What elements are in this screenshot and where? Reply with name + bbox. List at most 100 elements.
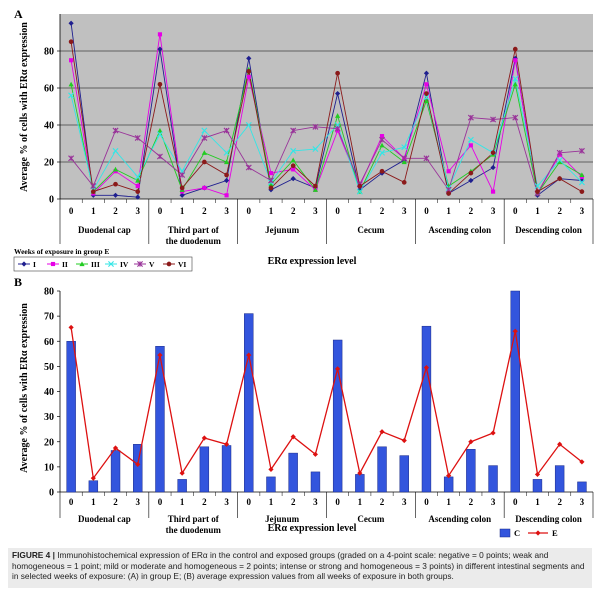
panel-b-y-tick-label: 30 — [44, 412, 54, 423]
panel-b-series-E-point — [401, 437, 407, 444]
panel-b-group-label: Descending colon — [515, 514, 582, 524]
panel-b-level-label: 0 — [335, 497, 340, 507]
panel-a-series-IV-point — [68, 92, 75, 99]
panel-a-level-label: 0 — [69, 206, 74, 216]
panel-b-level-label: 3 — [224, 497, 229, 507]
panel-a-series-V-point — [334, 125, 341, 132]
panel-a-series-IV-point — [401, 144, 408, 151]
panel-a-y-tick-label: 80 — [44, 47, 54, 58]
panel-b-level-label: 1 — [446, 497, 451, 507]
panel-b-group-label-line1: Third part of — [168, 514, 220, 524]
panel-b-series-E-point — [490, 430, 496, 436]
panel-a-series-VI-point — [557, 176, 563, 181]
panel-b-series-E-line — [70, 327, 583, 480]
panel-a-series-VI-point — [313, 183, 318, 189]
panel-b-bar-C — [532, 479, 543, 493]
panel-a-series-V-point — [68, 155, 75, 162]
panel-a-series-I-point — [135, 194, 141, 200]
panel-b-series-E-point — [268, 466, 274, 472]
panel-a-series-VI-point — [290, 163, 296, 169]
panel-a-series-lines — [70, 23, 583, 198]
panel-a-series-VI-point — [202, 159, 207, 165]
panel-a-legend-title: Weeks of exposure in group E — [14, 247, 109, 256]
panel-a-series-VI-point — [157, 81, 163, 87]
panel-b-level-label: 1 — [180, 497, 185, 507]
panel-b-bar-C — [377, 446, 387, 493]
panel-a-level-label: 2 — [113, 206, 118, 216]
panel-b-y-tick-label: 50 — [44, 362, 54, 373]
panel-a-series-I-point — [246, 55, 252, 61]
panel-a-series-II-point — [69, 58, 74, 63]
panel-a-series-IV-line — [70, 78, 583, 193]
panel-b-bar-C — [332, 339, 343, 493]
panel-b-level-label: 0 — [247, 497, 252, 507]
panel-b-y-tick-label: 70 — [44, 312, 54, 323]
panel-a-level-label: 2 — [380, 206, 385, 216]
panel-a-level-label: 3 — [491, 206, 496, 216]
panel-b-legend-label-C: C — [514, 528, 520, 538]
panel-b-bar-C — [355, 474, 365, 493]
panel-a-series-VI-point — [379, 168, 385, 174]
panel-a-series-II-point — [224, 193, 229, 198]
panel-a-level-label: 1 — [358, 206, 363, 216]
caption-label: FIGURE 4 | — [12, 550, 55, 560]
panel-b-y-tick-label: 60 — [44, 337, 54, 348]
panel-b-y-tick-label: 0 — [49, 488, 54, 499]
panel-a-series-V-point — [201, 134, 208, 141]
panel-b-y-tick-label: 20 — [44, 437, 54, 448]
panel-a-level-label: 1 — [269, 206, 274, 216]
panel-a-group-label-line1: Third part of — [168, 225, 220, 235]
panel-a-series-IV-point — [312, 146, 319, 153]
panel-b-level-label: 1 — [535, 497, 540, 507]
panel-a-series-VI-point — [424, 91, 429, 96]
panel-a-series-VI-point — [335, 70, 340, 76]
panel-a-series-I-point — [68, 20, 74, 26]
panel-a-series-III-point — [335, 113, 341, 118]
panel-a-series-V-point — [179, 171, 186, 178]
panel-b-level-label: 3 — [402, 497, 407, 507]
panel-b-series-E-point — [379, 429, 385, 435]
panel-b-group-label: Duodenal cap — [78, 514, 131, 524]
panel-a-series-I-point — [468, 177, 474, 184]
panel-b-bar-C — [554, 465, 565, 493]
panel-a-legend-label-II: II — [62, 260, 68, 269]
panel-a-series-III-point — [201, 150, 207, 155]
panel-a-y-ticks: 0 20 40 60 80 — [44, 47, 60, 206]
panel-b-series-E-point — [468, 439, 474, 445]
panel-b-series-E-point — [157, 352, 163, 358]
panel-a-series-III-point — [557, 159, 563, 165]
panel-b-series-E-point — [179, 470, 185, 476]
panel-a-series-VI-point — [224, 172, 229, 178]
panel-a-legend-label-III: III — [91, 260, 100, 269]
panel-b-series-E-point — [446, 473, 452, 479]
panel-b-series-E-point — [423, 365, 430, 371]
panel-a-y-axis-label: Average % of cells with ERα expression — [19, 22, 30, 192]
panel-a-level-label: 3 — [402, 206, 407, 216]
panel-a-series-V-point — [490, 116, 497, 123]
panel-a-series-V-point — [556, 149, 563, 156]
panel-b-bar-C — [66, 341, 76, 493]
panel-a-series-VI-point — [268, 185, 274, 191]
panel-a-group-label: Third part of the duodenum — [166, 225, 222, 246]
panel-a-y-tick-label: 0 — [49, 195, 54, 206]
panel-a-level-label: 3 — [580, 206, 585, 216]
panel-b-group-label: Third part of the duodenum — [166, 514, 222, 535]
panel-a-series-IV-point — [290, 147, 297, 154]
panel-b-level-label: 0 — [158, 497, 163, 507]
panel-b-bar-C — [443, 476, 454, 493]
panel-a-series-II-point — [513, 58, 518, 63]
panel-a-series-V-point — [90, 183, 97, 190]
panel-b-bar-C — [310, 471, 321, 493]
panel-a-legend-marker-IV — [108, 261, 114, 267]
panel-a-series-I-point — [223, 177, 230, 184]
panel-a-series-III-point — [68, 81, 74, 87]
panel-a-series-IV-point — [201, 127, 208, 134]
panel-a-series-V-point — [467, 114, 474, 121]
panel-b-level-label: 2 — [380, 497, 385, 507]
panel-b-bar-C — [110, 450, 121, 493]
panel-a-series-II-point — [246, 74, 251, 79]
panel-a-series-V-point — [312, 123, 319, 130]
panel-b-level-label: 2 — [113, 497, 118, 507]
panel-a-y-tick-label: 40 — [44, 121, 54, 132]
